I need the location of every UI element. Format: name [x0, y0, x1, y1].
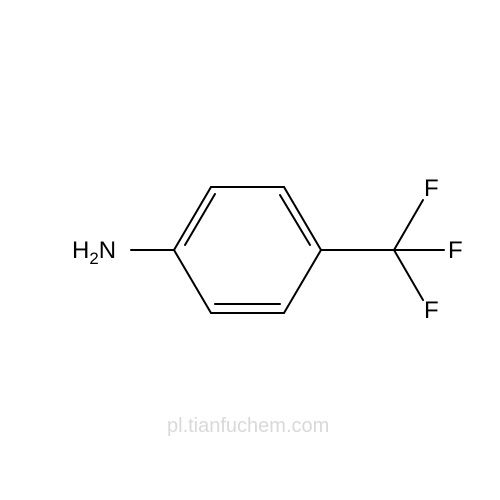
amine-group-label: H2N [72, 237, 116, 269]
amine-n: N [99, 237, 116, 264]
amine-h: H [72, 237, 89, 264]
fluorine-top-label: F [424, 175, 439, 203]
fluorine-right-label: F [448, 237, 463, 265]
structure-canvas: H2N F F F pl.tianfuchem.com [0, 0, 500, 500]
watermark-text: pl.tianfuchem.com [167, 415, 329, 438]
amine-sub: 2 [89, 249, 98, 268]
fluorine-bottom-label: F [424, 297, 439, 325]
